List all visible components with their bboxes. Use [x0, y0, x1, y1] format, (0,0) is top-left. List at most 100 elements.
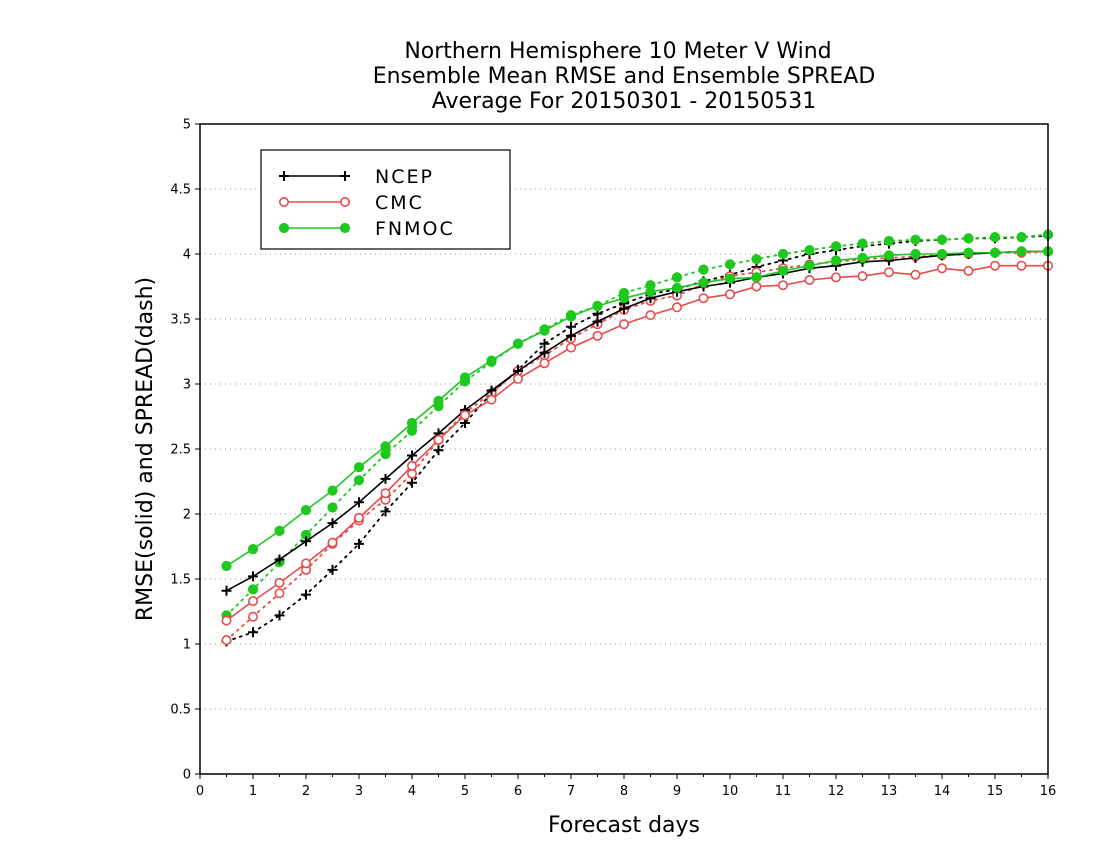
data-point: [671, 302, 682, 313]
data-point: [221, 560, 232, 572]
data-point: [353, 475, 365, 486]
y-axis: 0 0.5 1 1.5 2 2.5 3 3.5 4 4.5 5: [170, 118, 200, 783]
data-point: [247, 544, 259, 555]
legend-item-ncep: NCEP: [279, 166, 434, 188]
data-point: [963, 233, 974, 244]
y-tick-label: 4.5: [170, 183, 191, 198]
data-point: [751, 281, 762, 292]
series-fnmoc-spread: [221, 229, 1054, 621]
data-point: [565, 311, 577, 322]
data-point: [592, 316, 603, 327]
data-point: [724, 289, 735, 300]
data-point: [539, 325, 550, 336]
x-tick-label: 16: [1040, 784, 1057, 799]
data-point: [327, 518, 338, 529]
x-tick-label: 14: [934, 784, 951, 799]
x-tick-label: 8: [620, 784, 628, 799]
data-point: [592, 330, 603, 341]
data-point: [274, 588, 285, 599]
data-point: [512, 373, 523, 384]
data-point: [910, 248, 921, 260]
data-point: [857, 271, 868, 282]
data-point: [221, 635, 232, 646]
legend-marker: [339, 197, 350, 208]
x-tick-label: 1: [249, 784, 257, 799]
data-point: [539, 358, 550, 369]
data-point: [247, 584, 259, 595]
data-point: [380, 488, 391, 499]
data-point: [883, 267, 894, 278]
data-point: [936, 234, 948, 245]
x-tick-label: 5: [461, 784, 469, 799]
data-point: [380, 441, 391, 452]
data-point: [486, 394, 497, 405]
data-point: [380, 473, 391, 484]
y-tick-label: 5: [183, 118, 191, 133]
series-layer: [221, 229, 1054, 647]
data-point: [248, 571, 258, 582]
data-point: [353, 512, 364, 523]
data-point: [777, 280, 788, 291]
data-point: [433, 445, 444, 456]
legend-label: NCEP: [375, 166, 434, 188]
y-tick-label: 4: [183, 248, 191, 263]
series-cmc-spread: [221, 246, 1054, 646]
x-tick-label: 10: [722, 784, 739, 799]
data-point: [830, 255, 842, 266]
y-tick-label: 3.5: [170, 313, 191, 328]
data-point: [407, 477, 417, 488]
legend-marker: [339, 222, 351, 234]
data-point: [751, 254, 762, 265]
data-point: [274, 577, 285, 588]
data-point: [618, 319, 629, 330]
data-point: [301, 536, 311, 547]
data-point: [380, 506, 391, 517]
data-point: [936, 248, 948, 260]
data-point: [300, 505, 312, 516]
series-line-cmc-spread: [225, 250, 1049, 641]
data-point: [327, 537, 338, 548]
data-point: [698, 293, 709, 304]
data-point: [724, 259, 736, 270]
y-tick-label: 3: [183, 378, 191, 393]
data-point: [989, 247, 1001, 258]
series-line-fnmoc-rmse: [226, 250, 1048, 567]
data-point: [539, 347, 550, 358]
legend-label: FNMOC: [375, 218, 455, 240]
data-point: [698, 277, 709, 288]
x-tick-label: 11: [775, 784, 792, 799]
data-point: [327, 485, 338, 496]
data-point: [512, 338, 524, 349]
data-point: [724, 273, 736, 284]
data-point: [989, 260, 1000, 271]
y-axis-label: RMSE(solid) and SPREAD(dash): [133, 277, 158, 621]
data-point: [433, 395, 444, 406]
data-point: [459, 410, 470, 421]
data-point: [910, 234, 921, 245]
data-point: [936, 263, 947, 274]
data-point: [1016, 260, 1027, 271]
x-axis: 0 1 2 3 4 5 6 7 8 9 10 11 12 13 14 15 16: [196, 774, 1056, 799]
series-line-ncep-rmse: [226, 250, 1048, 592]
y-tick-label: 1.5: [170, 573, 191, 588]
data-point: [221, 585, 232, 596]
data-point: [592, 300, 603, 312]
x-tick-label: 2: [302, 784, 310, 799]
chart-title: Northern Hemisphere 10 Meter V Wind Ense…: [373, 39, 876, 114]
data-point: [751, 272, 762, 283]
data-point: [777, 265, 789, 276]
data-point: [248, 611, 259, 622]
series-ncep-rmse: [221, 246, 1053, 596]
series-line-fnmoc-spread: [225, 233, 1049, 617]
series-line-cmc-rmse: [226, 264, 1048, 622]
data-point: [883, 250, 895, 261]
data-point: [353, 462, 365, 473]
data-point: [565, 342, 576, 353]
legend-marker: [278, 197, 289, 208]
chart-title-line-1: Northern Hemisphere 10 Meter V Wind: [404, 39, 831, 64]
data-point: [274, 525, 285, 537]
data-point: [963, 265, 974, 276]
legend-marker: [279, 171, 289, 181]
data-point: [804, 274, 815, 285]
